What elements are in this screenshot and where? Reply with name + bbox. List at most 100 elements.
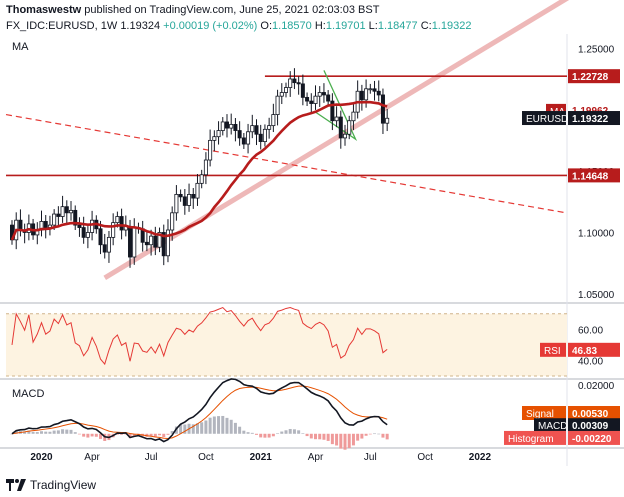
candle-body	[300, 83, 305, 98]
candle-body	[364, 88, 369, 101]
macd-histogram-name-tag-text: Histogram	[508, 434, 554, 445]
published-text: published on TradingView.com, June 25, 2…	[84, 4, 380, 16]
candle-body	[60, 206, 65, 217]
author-name[interactable]: Thomaswestw	[6, 4, 82, 16]
open-label: O:	[260, 20, 273, 32]
level-label-lower-bg	[568, 168, 620, 183]
macd-tick-label: 0.02000	[578, 381, 615, 392]
candle-body	[326, 94, 331, 102]
close-value: 1.19322	[431, 20, 472, 32]
candle-body	[52, 213, 57, 226]
candle-body	[343, 133, 348, 139]
level-label-upper-text: 1.22728	[572, 72, 609, 83]
candle-body	[317, 92, 322, 97]
macd-histogram-bar	[94, 433, 98, 437]
candle-body	[338, 116, 343, 139]
candle-body	[376, 90, 381, 96]
macd-histogram-bar	[61, 429, 65, 434]
candle-body	[330, 100, 335, 122]
macd-histogram-bar	[246, 432, 250, 434]
eurusd-value-tag: 1.19322	[568, 111, 620, 126]
macd-histogram-bar	[238, 426, 242, 434]
macd-signal-name-tag-text: Signal	[526, 409, 554, 420]
macd-histogram-bar	[221, 415, 225, 434]
macd-histogram-bar	[166, 433, 170, 435]
candle-body	[237, 130, 242, 139]
candle-body	[212, 136, 217, 141]
candle-body	[149, 235, 154, 246]
candle-body	[305, 96, 310, 102]
low-value: 1.18477	[377, 20, 418, 32]
macd-histogram-bar	[31, 431, 35, 434]
macd-histogram-bar	[132, 433, 136, 437]
macd-signal-name-tag-bg	[522, 406, 566, 420]
ohlc-line: FX_IDC:EURUSD, 1W 1.19324 +0.00019 (+0.0…	[6, 19, 618, 33]
macd-value-tag-bg	[568, 418, 620, 433]
macd-histogram-bar	[90, 433, 94, 437]
macd-signal-line	[11, 385, 388, 440]
macd-histogram-bar	[364, 433, 368, 436]
tradingview-brand[interactable]: TradingView	[6, 478, 96, 492]
macd-histogram-bar	[297, 430, 301, 434]
rsi-tick-label: 40.00	[578, 356, 603, 367]
level-label-upper-bg	[568, 69, 620, 84]
level-label-upper: 1.22728	[568, 69, 620, 84]
macd-histogram-bar	[276, 433, 280, 435]
candle-body	[229, 124, 234, 129]
candle-body	[283, 87, 288, 93]
macd-histogram-bar	[56, 430, 60, 434]
candle-body	[73, 209, 78, 226]
eurusd-value-tag-bg	[568, 111, 620, 126]
x-tick-label: 2021	[250, 452, 273, 463]
macd-histogram-bar	[73, 432, 77, 434]
x-tick-label: 2022	[469, 452, 492, 463]
candle-body	[106, 236, 111, 253]
chart-header: Thomaswestw published on TradingView.com…	[6, 3, 618, 33]
macd-histogram-bar	[377, 433, 381, 435]
macd-histogram-bar	[305, 433, 309, 437]
candle-body	[153, 235, 158, 248]
rsi-line	[11, 306, 388, 366]
candle-body	[81, 227, 86, 238]
falling-wedge	[315, 70, 358, 141]
macd-histogram-bar	[292, 429, 296, 434]
macd-line	[11, 378, 388, 443]
candle-body	[69, 209, 74, 214]
macd-histogram-bar	[233, 422, 237, 434]
macd-histogram-value-tag-text: -0.00220	[572, 434, 612, 445]
eurusd-value-tag-text: 1.19322	[572, 114, 609, 125]
candle-body	[296, 82, 301, 85]
candle-body	[161, 232, 166, 257]
low-label: L:	[368, 20, 378, 32]
candle-body	[191, 193, 196, 199]
macd-histogram-bar	[318, 433, 322, 440]
level-label-lower-text: 1.14648	[572, 171, 609, 182]
macd-histogram-bar	[339, 433, 343, 449]
candle-body	[64, 206, 69, 214]
candle-body	[170, 212, 175, 231]
rsi-value-tag-text: 46.83	[572, 346, 597, 357]
macd-histogram-bar	[153, 433, 157, 437]
macd-histogram-bar	[301, 433, 305, 434]
macd-histogram-bar	[225, 417, 229, 434]
candle-body	[43, 221, 48, 228]
macd-histogram-bar	[271, 433, 275, 437]
candle-body	[157, 232, 162, 248]
macd-name-tag-text: MACD	[538, 421, 567, 432]
symbol-label: FX_IDC:EURUSD, 1W	[6, 20, 118, 32]
macd-histogram-value-tag: -0.00220	[568, 430, 620, 445]
moving-average-line	[10, 100, 388, 241]
macd-histogram-bar	[158, 433, 162, 436]
x-tick-label: Apr	[308, 452, 324, 463]
candle-body	[250, 125, 255, 133]
macd-histogram-bar	[267, 433, 271, 438]
chart-background	[0, 34, 624, 466]
candle-body	[102, 244, 107, 253]
macd-histogram-bar	[217, 416, 221, 434]
candle-body	[233, 124, 238, 131]
macd-histogram-bar	[360, 433, 364, 439]
candle-body	[128, 225, 133, 258]
x-tick-label: Jul	[364, 452, 377, 463]
macd-histogram-bar	[149, 433, 153, 437]
